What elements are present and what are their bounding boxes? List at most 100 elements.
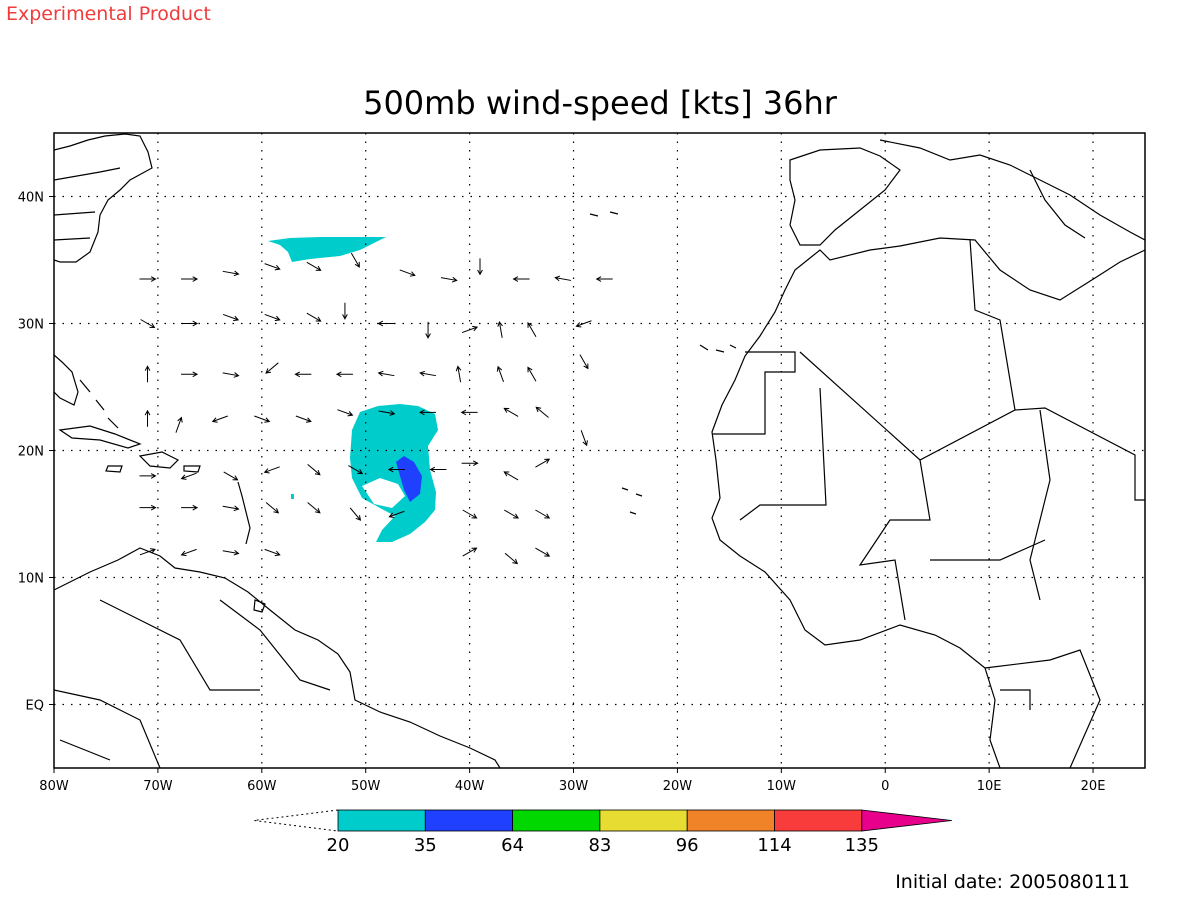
colorbar-segment bbox=[774, 809, 863, 832]
wind-vector bbox=[535, 509, 551, 519]
canary-islands bbox=[699, 344, 737, 353]
north-america-inland bbox=[54, 167, 121, 241]
wind-vector bbox=[335, 371, 353, 378]
wind-vector bbox=[264, 263, 281, 271]
lon-tick-label: 70W bbox=[143, 779, 173, 794]
wind-vector bbox=[139, 504, 157, 511]
wind-vector bbox=[139, 548, 157, 556]
florida-coast bbox=[54, 354, 79, 406]
colorbar-level-label: 83 bbox=[588, 835, 611, 856]
colorbar-level-label: 96 bbox=[676, 835, 699, 856]
lon-tick-label: 30W bbox=[559, 779, 589, 794]
wind-vector bbox=[419, 409, 437, 416]
wind-vector bbox=[512, 276, 530, 282]
africa-coast bbox=[711, 237, 1145, 768]
colorbar-high-triangle bbox=[861, 809, 952, 832]
wind-vector bbox=[223, 471, 239, 481]
lat-lon-grid bbox=[54, 133, 1145, 768]
wind-vector bbox=[306, 312, 322, 322]
latitude-axis-labels: 40N 30N 20N 10N EQ bbox=[18, 191, 54, 714]
lon-tick-label: 10E bbox=[977, 779, 1002, 794]
wind-vector bbox=[595, 276, 613, 282]
wind-vector bbox=[144, 365, 151, 383]
wind-vector bbox=[211, 415, 228, 423]
wind-vector bbox=[348, 465, 364, 475]
wind-vector bbox=[265, 502, 280, 514]
lesser-antilles bbox=[237, 481, 251, 545]
lat-tick-label: 20N bbox=[18, 445, 44, 460]
lat-tick-label: 40N bbox=[18, 191, 44, 206]
wind-vector bbox=[580, 430, 588, 447]
wind-vector bbox=[535, 547, 551, 557]
wind-vector bbox=[337, 409, 354, 417]
jamaica bbox=[105, 465, 123, 473]
wind-vector bbox=[263, 466, 280, 474]
wind-vector bbox=[175, 416, 183, 433]
longitude-axis-labels: 80W 70W 60W 50W 40W 30W 20W 10W 0 10E 20E bbox=[39, 768, 1105, 794]
wind-vector bbox=[579, 354, 589, 370]
wind-vector bbox=[181, 371, 199, 378]
wind-vector bbox=[264, 548, 281, 557]
colorbar-level-label: 64 bbox=[501, 835, 524, 856]
wind-vector bbox=[477, 258, 483, 276]
italy-coast bbox=[1029, 169, 1086, 239]
wind-vector bbox=[527, 366, 537, 382]
wind-vector bbox=[254, 415, 271, 423]
wind-vector bbox=[180, 472, 197, 480]
colorbar-level-label: 35 bbox=[414, 835, 437, 856]
product-label: Experimental Product bbox=[6, 3, 211, 25]
wind-vector bbox=[222, 372, 240, 378]
wind-vector bbox=[461, 325, 479, 334]
wind-vector bbox=[535, 406, 549, 418]
wind-vector bbox=[504, 509, 520, 519]
wind-vector bbox=[460, 409, 478, 416]
north-america-coast bbox=[54, 133, 153, 263]
coastlines bbox=[54, 133, 1145, 768]
wind-vector bbox=[342, 302, 348, 320]
cuba bbox=[58, 425, 142, 449]
wind-vector bbox=[440, 276, 458, 283]
colorbar-low-triangle bbox=[253, 809, 339, 832]
wind-vector bbox=[429, 466, 447, 473]
wind-vector bbox=[139, 473, 157, 479]
colorbar-segment bbox=[512, 809, 601, 832]
lon-tick-label: 50W bbox=[351, 779, 381, 794]
wind-vector bbox=[535, 458, 551, 468]
wind-vector bbox=[265, 362, 279, 374]
wind-vector bbox=[350, 252, 360, 268]
initial-date-label: Initial date: 2005080111 bbox=[895, 871, 1130, 893]
wind-vector bbox=[222, 270, 240, 277]
wind-vector bbox=[503, 471, 519, 481]
wind-vector bbox=[307, 502, 321, 514]
wind-vector bbox=[139, 276, 157, 282]
wind-vector bbox=[387, 466, 405, 473]
map-plot-area bbox=[54, 133, 1145, 768]
map-title: 500mb wind-speed [kts] 36hr bbox=[363, 84, 838, 122]
lon-tick-label: 0 bbox=[881, 779, 889, 794]
colorbar-level-label: 20 bbox=[327, 835, 350, 856]
wind-vector bbox=[140, 319, 156, 329]
wind-shading-hole bbox=[362, 478, 405, 508]
colorbar: 20 35 64 83 96 114 135 bbox=[253, 809, 952, 856]
lat-tick-label: 10N bbox=[18, 572, 44, 587]
wind-speed-shading bbox=[268, 237, 438, 542]
cape-verde-islands bbox=[621, 487, 643, 515]
wind-vector bbox=[181, 504, 199, 511]
wind-vector bbox=[504, 552, 519, 565]
wind-shading-35kt bbox=[396, 456, 422, 502]
lat-tick-label: 30N bbox=[18, 318, 44, 333]
wind-vector bbox=[455, 365, 462, 383]
wind-shading-20kt-north bbox=[268, 237, 386, 262]
hispaniola bbox=[138, 451, 180, 469]
lon-tick-label: 40W bbox=[455, 779, 485, 794]
wind-vector bbox=[399, 269, 416, 277]
wind-vector bbox=[388, 510, 405, 518]
wind-vector bbox=[222, 505, 240, 512]
wind-vector bbox=[181, 320, 199, 327]
colorbar-segment bbox=[599, 809, 688, 832]
south-america-coast bbox=[54, 547, 501, 768]
wind-vector bbox=[554, 275, 572, 282]
wind-vector bbox=[264, 313, 281, 322]
colorbar-segment bbox=[337, 809, 426, 832]
wind-vector bbox=[425, 321, 431, 339]
